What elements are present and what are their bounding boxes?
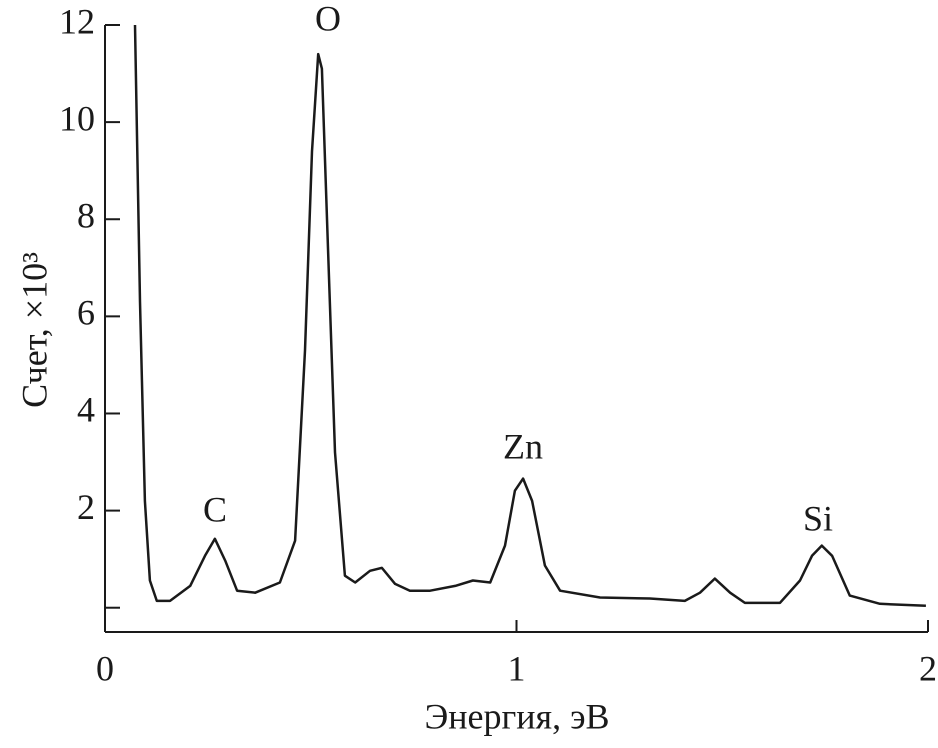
y-tick-label: 12	[59, 1, 95, 41]
x-tick-label: 0	[96, 648, 114, 688]
x-axis-label: Энергия, эВ	[424, 696, 609, 736]
peak-label: O	[315, 0, 341, 38]
y-tick-label: 10	[59, 98, 95, 138]
peak-label: Si	[803, 498, 833, 538]
peak-label: C	[203, 489, 227, 529]
y-tick-label: 2	[77, 487, 95, 527]
y-axis-label: Счет, ×10³	[14, 252, 54, 408]
y-tick-label: 8	[77, 196, 95, 236]
y-tick-label: 4	[77, 390, 95, 430]
x-tick-label: 2	[919, 648, 937, 688]
y-tick-label: 6	[77, 293, 95, 333]
peak-label: Zn	[503, 426, 543, 466]
spectrum-line	[133, 24, 926, 608]
x-tick-label: 1	[508, 648, 526, 688]
